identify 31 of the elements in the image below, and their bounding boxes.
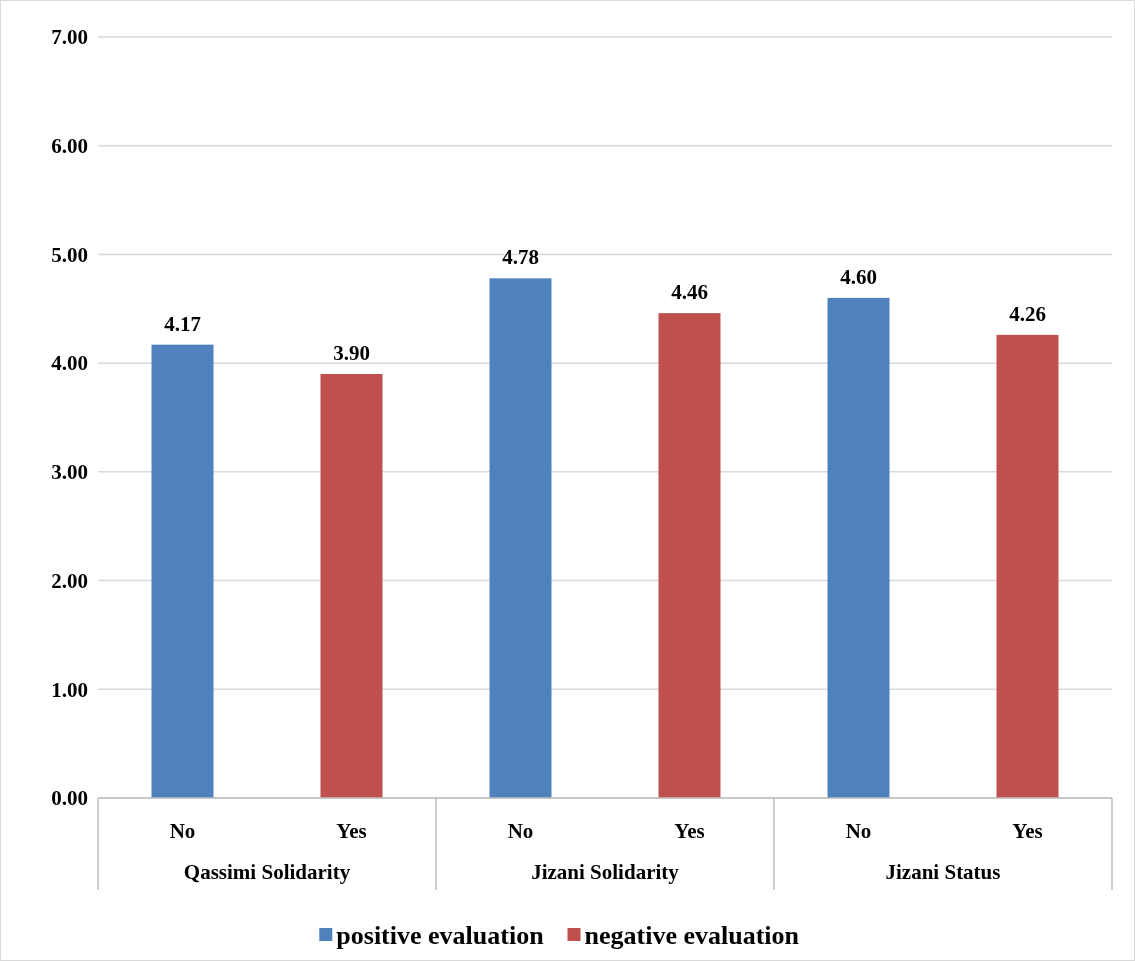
y-tick-label: 7.00 [51, 25, 88, 50]
data-label: 4.60 [840, 264, 877, 289]
legend-label: negative evaluation [584, 921, 800, 951]
data-label: 4.78 [502, 245, 539, 270]
text: Jizani Status [885, 860, 1001, 884]
y-tick-label: 6.00 [51, 134, 88, 159]
bar [996, 334, 1059, 798]
bar [658, 313, 721, 798]
bar [827, 297, 890, 798]
x-tick-label: Yes [674, 819, 705, 844]
data-label: 4.26 [1009, 301, 1046, 326]
legend-label: positive evaluation [336, 921, 545, 951]
x-tick-label: No [845, 819, 872, 844]
y-tick-label: 1.00 [51, 677, 88, 702]
data-label: 4.46 [671, 280, 708, 305]
x-tick-label: No [169, 819, 196, 844]
y-tick-label: 5.00 [51, 242, 88, 267]
text: Jizani Solidarity [531, 860, 680, 884]
bar [151, 344, 214, 798]
x-tick-label: Yes [1012, 819, 1043, 844]
y-tick-label: 2.00 [51, 568, 88, 593]
x-tick-label: Yes [336, 819, 367, 844]
data-label: 4.17 [164, 311, 201, 336]
x-tick-label: No [507, 819, 534, 844]
bar [489, 278, 552, 798]
data-label: 3.90 [333, 341, 370, 366]
text: Qassimi Solidarity [183, 860, 351, 884]
y-tick-label: 0.00 [51, 786, 88, 811]
y-tick-label: 3.00 [51, 460, 88, 485]
y-tick-label: 4.00 [51, 351, 88, 376]
bar [320, 374, 383, 798]
